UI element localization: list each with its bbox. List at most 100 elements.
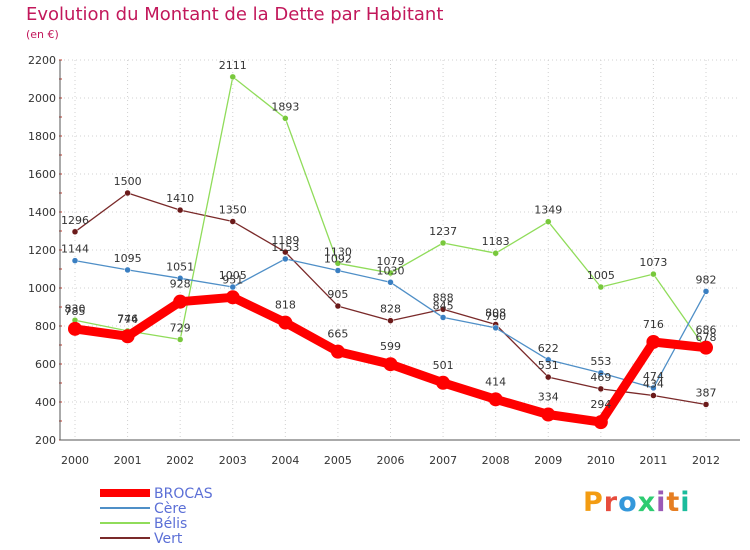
data-label: 888: [433, 291, 454, 304]
y-tick-label: 1600: [28, 168, 56, 181]
data-label: 1095: [114, 252, 142, 265]
data-label: 1350: [219, 204, 247, 217]
data-label: 1500: [114, 175, 142, 188]
data-label: 1005: [587, 269, 615, 282]
data-label: 334: [538, 391, 559, 404]
data-label: 1296: [61, 214, 89, 227]
data-label: 1051: [166, 260, 194, 273]
y-tick-label: 2000: [28, 92, 56, 105]
data-label: 1189: [271, 234, 299, 247]
data-point-bélis: [597, 283, 605, 291]
x-tick-label: 2010: [587, 454, 615, 467]
data-label: 716: [643, 318, 664, 331]
data-point-brocas: [383, 357, 398, 372]
y-tick-label: 600: [35, 358, 56, 371]
data-label: 790: [485, 310, 506, 323]
data-label: 2111: [219, 59, 247, 72]
data-point-bélis: [545, 218, 552, 225]
legend-label: Bélis: [154, 516, 187, 532]
logo-letter: i: [656, 487, 667, 518]
logo-letter: o: [618, 487, 638, 518]
data-point-brocas: [541, 407, 556, 422]
data-label: 1893: [271, 100, 299, 113]
data-point-bélis: [334, 260, 342, 267]
data-point-vert: [650, 392, 657, 399]
data-label: 686: [696, 324, 717, 337]
data-point-vert: [176, 206, 184, 214]
data-point-brocas: [699, 340, 713, 355]
legend-label: Vert: [154, 531, 183, 547]
data-point-bélis: [176, 336, 184, 343]
data-point-bélis: [439, 239, 447, 247]
data-point-brocas: [68, 321, 82, 336]
logo-letter: t: [666, 487, 681, 518]
data-label: 599: [380, 340, 401, 353]
legend-label: BROCAS: [154, 486, 213, 502]
data-label: 1183: [482, 235, 510, 248]
data-label: 1153: [271, 241, 299, 254]
x-tick-label: 2012: [692, 454, 720, 467]
x-tick-label: 2006: [377, 454, 405, 467]
data-label: 501: [433, 359, 454, 372]
x-tick-label: 2009: [534, 454, 562, 467]
data-label: 982: [696, 273, 717, 286]
data-label: 1073: [639, 256, 667, 269]
data-point-bélis: [229, 73, 236, 81]
data-label: 774: [117, 313, 138, 326]
data-point-cère: [387, 279, 394, 286]
data-label: 1237: [429, 225, 457, 238]
data-point-vert: [229, 218, 236, 225]
data-point-brocas: [593, 415, 608, 430]
data-label: 1030: [377, 264, 405, 277]
data-label: 1130: [324, 245, 352, 258]
x-tick-label: 2001: [114, 454, 142, 467]
data-label: 678: [696, 331, 717, 344]
y-tick-label: 400: [35, 396, 56, 409]
data-point-vert: [334, 302, 342, 310]
data-point-cère: [702, 288, 710, 295]
y-tick-label: 1200: [28, 244, 56, 257]
data-point-vert: [597, 385, 605, 393]
data-label: 845: [433, 299, 454, 312]
data-point-bélis: [282, 115, 289, 122]
data-point-vert: [702, 401, 710, 408]
data-point-cère: [439, 314, 447, 321]
data-label: 531: [538, 359, 559, 372]
y-tick-label: 200: [35, 434, 56, 447]
data-point-brocas: [225, 290, 240, 305]
y-tick-label: 800: [35, 320, 56, 333]
legend-label: Cère: [154, 501, 186, 517]
data-label: 434: [643, 378, 664, 391]
data-point-vert: [282, 248, 289, 256]
data-point-vert: [124, 189, 131, 197]
data-point-brocas: [436, 375, 451, 390]
data-point-vert: [71, 228, 79, 236]
y-tick-label: 1000: [28, 282, 56, 295]
y-tick-label: 1800: [28, 130, 56, 143]
data-label: 469: [590, 371, 611, 384]
data-label: 1349: [534, 204, 562, 217]
data-label: 905: [327, 288, 348, 301]
data-point-bélis: [650, 270, 657, 278]
x-tick-label: 2007: [429, 454, 457, 467]
data-point-bélis: [492, 249, 499, 257]
data-label: 746: [117, 312, 138, 325]
data-label: 729: [170, 321, 191, 334]
data-label: 828: [380, 303, 401, 316]
x-tick-label: 2005: [324, 454, 352, 467]
data-label: 951: [222, 273, 243, 286]
chart-unit-label: (en €): [26, 28, 59, 41]
x-tick-label: 2011: [639, 454, 667, 467]
logo-letter: r: [603, 487, 619, 518]
data-point-brocas: [173, 294, 188, 309]
data-point-cère: [71, 257, 79, 264]
data-point-brocas: [646, 334, 661, 349]
data-point-cère: [229, 283, 236, 291]
data-point-vert: [545, 373, 552, 381]
data-point-vert: [439, 306, 447, 313]
y-tick-label: 2200: [28, 54, 56, 67]
data-label: 294: [590, 398, 611, 411]
data-point-cère: [492, 324, 499, 332]
data-label: 474: [643, 370, 664, 383]
